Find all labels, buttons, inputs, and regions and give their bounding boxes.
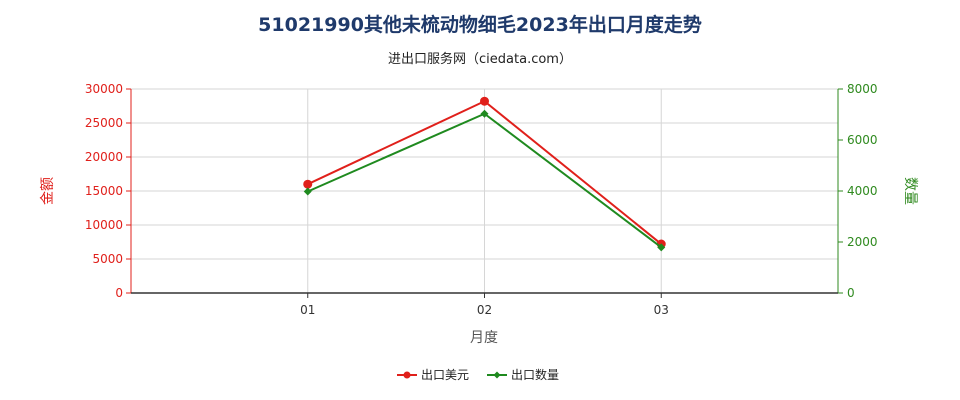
chart-title: 51021990其他未梳动物细毛2023年出口月度走势 (258, 14, 702, 36)
y-right-tick-label: 8000 (847, 82, 878, 96)
x-axis-title: 月度 (470, 330, 498, 346)
data-point[interactable] (657, 243, 666, 252)
axes (126, 88, 843, 298)
y-left-tick-label: 0 (115, 286, 123, 300)
data-point[interactable] (303, 179, 313, 189)
y-left-tick-label: 5000 (92, 252, 123, 266)
chart-subtitle: 进出口服务网（ciedata.com） (388, 52, 572, 67)
y-left-tick-label: 15000 (85, 184, 123, 198)
legend-label[interactable]: 出口美元 (421, 368, 469, 382)
y-left-tick-label: 10000 (85, 218, 123, 232)
data-point[interactable] (480, 96, 489, 106)
y-left-tick-label: 20000 (85, 150, 123, 164)
grid-lines (131, 88, 838, 294)
tick-labels: 0 5000 10000 15000 20000 25000 30000 0 2000 4000 6… (85, 82, 878, 317)
y-axis-right-title: 数量 (902, 177, 918, 205)
legend: 出口美元 出口数量 (397, 367, 559, 382)
y-axis-left-title: 金额 (40, 177, 56, 205)
x-tick-label: 02 (477, 303, 492, 317)
y-right-tick-label: 6000 (847, 133, 878, 147)
y-right-tick-label: 4000 (847, 184, 878, 198)
legend-marker (403, 371, 411, 379)
series-layer (303, 96, 666, 252)
legend-marker (493, 371, 501, 379)
legend-label[interactable]: 出口数量 (511, 367, 559, 382)
y-right-tick-label: 2000 (847, 235, 878, 249)
data-point[interactable] (303, 187, 312, 196)
y-left-tick-label: 25000 (85, 116, 123, 130)
x-tick-label: 01 (300, 303, 315, 317)
y-left-tick-label: 30000 (85, 82, 123, 96)
data-point[interactable] (480, 109, 489, 118)
y-right-tick-label: 0 (847, 286, 855, 300)
x-tick-label: 03 (654, 303, 669, 317)
